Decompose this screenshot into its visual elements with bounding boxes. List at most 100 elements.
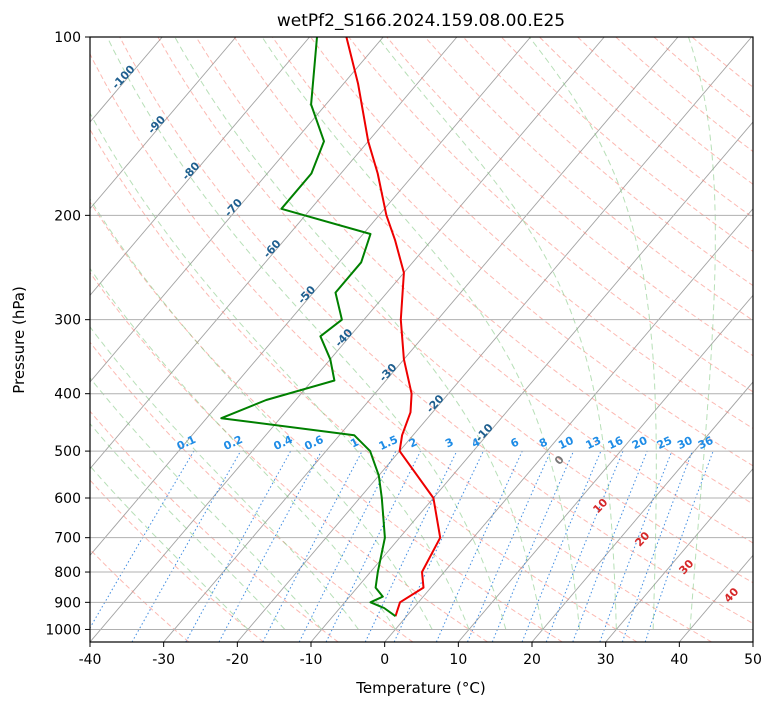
- x-tick-label: 0: [380, 652, 389, 668]
- x-tick-label: 40: [670, 652, 688, 668]
- mixing-ratio-label: 10: [556, 434, 576, 452]
- x-axis-title: Temperature (°C): [355, 679, 485, 697]
- moist-adiabat-line: [90, 465, 249, 630]
- mixing-ratio-line: [325, 450, 422, 642]
- mixing-ratio-label: 0.4: [272, 433, 295, 453]
- y-tick-label: 300: [54, 313, 81, 329]
- y-tick-label: 200: [54, 208, 81, 224]
- profile-lines: [220, 37, 442, 618]
- mixing-ratio-label: 36: [696, 434, 716, 452]
- mixing-ratio-label: 20: [630, 434, 650, 452]
- mixing-ratio-line: [599, 450, 673, 642]
- adiabat-label: 30: [676, 557, 696, 577]
- isotherm-line: [90, 37, 531, 557]
- adiabat-label: 20: [632, 529, 652, 549]
- isotherm-label: -60: [261, 237, 284, 261]
- moist-adiabat-line: [377, 37, 617, 630]
- adiabat-label: 0: [552, 453, 567, 468]
- mixing-ratio-label: 25: [655, 434, 674, 452]
- mixing-ratio-line: [621, 450, 693, 642]
- mixing-ratio-label: 6: [509, 435, 522, 450]
- mixing-ratio-line: [131, 450, 242, 642]
- mixing-ratio-line: [572, 450, 648, 642]
- x-tick-label: -20: [226, 652, 249, 668]
- moist-adiabat-line: [90, 326, 359, 630]
- moist-adiabat-line: [90, 198, 433, 630]
- isotherm-label: -50: [295, 283, 318, 307]
- isotherm-line: [90, 37, 605, 642]
- dewpoint-profile-line: [220, 37, 397, 618]
- isotherm-line: [90, 37, 237, 210]
- moist-adiabat-line: [106, 37, 507, 630]
- x-tick-label: -40: [79, 652, 102, 668]
- dry-adiabat-line: [539, 37, 753, 219]
- mixing-ratio-label: 8: [537, 435, 549, 450]
- y-tick-label: 800: [54, 565, 81, 581]
- y-tick-label: 700: [54, 531, 81, 547]
- mixing-ratio-line: [218, 450, 322, 642]
- mixing-ratio-line: [393, 450, 484, 642]
- mixing-ratio-label: 13: [584, 434, 603, 452]
- y-tick-label: 900: [54, 595, 81, 611]
- dry-adiabat-line: [271, 37, 753, 467]
- dry-adiabat-line: [233, 37, 753, 505]
- mixing-ratio-label: 30: [675, 434, 695, 452]
- isotherm-line: [90, 37, 458, 470]
- moist-adiabat-line: [261, 37, 580, 630]
- moist-adiabat-line: [528, 37, 657, 630]
- plot-frame: [89, 36, 754, 643]
- x-tick-label: 50: [744, 652, 762, 668]
- dry-adiabat-line: [90, 52, 712, 642]
- isotherm-line: [605, 467, 753, 642]
- dry-adiabat-line: [90, 410, 339, 642]
- mixing-ratio-line: [521, 450, 602, 642]
- moist-adiabat-line: [90, 112, 470, 630]
- y-tick-label: 600: [54, 491, 81, 507]
- isotherm-line: [531, 381, 753, 642]
- mixing-ratio-label: 0.2: [222, 433, 245, 453]
- isotherm-line: [236, 37, 752, 642]
- mixing-ratio-line: [90, 450, 195, 629]
- mixing-ratio-label: 16: [606, 434, 626, 452]
- x-tick-label: 30: [597, 652, 615, 668]
- y-tick-label: 1000: [45, 622, 81, 638]
- mixing-ratio-line: [185, 450, 292, 642]
- moist-adiabat-line: [90, 422, 286, 630]
- isotherm-line: [678, 554, 753, 642]
- y-axis-title: Pressure (hPa): [10, 286, 28, 394]
- isotherm-label: -30: [377, 361, 400, 385]
- isotherm-line: [163, 37, 679, 642]
- dry-adiabat-line: [653, 37, 753, 120]
- x-tick-label: 20: [523, 652, 541, 668]
- plot-background-lines: [90, 37, 753, 642]
- dry-adiabat-line: [195, 37, 753, 544]
- isotherm-line: [90, 37, 310, 297]
- dry-adiabat-line: [157, 37, 753, 584]
- dry-adiabat-line: [90, 271, 488, 642]
- mixing-ratio-line: [435, 450, 523, 642]
- mixing-ratio-line: [644, 450, 714, 642]
- x-tick-label: -30: [152, 652, 175, 668]
- isotherm-line: [752, 641, 753, 642]
- y-axis: 100 200 300 400 500 600 700 800 900 1000: [45, 30, 90, 638]
- temperature-profile-line: [345, 37, 442, 617]
- isotherm-label: -40: [332, 326, 355, 350]
- adiabat-label: 10: [590, 496, 610, 516]
- isotherm-label: -80: [179, 159, 202, 183]
- mixing-ratio-label: 1.5: [377, 433, 400, 453]
- mixing-ratio-line: [491, 450, 574, 642]
- dry-adiabat-line: [90, 201, 563, 642]
- x-tick-label: 10: [449, 652, 467, 668]
- x-tick-label: -10: [300, 652, 323, 668]
- dry-adiabat-line: [119, 37, 753, 624]
- dry-adiabat-line: [348, 37, 753, 393]
- y-tick-label: 500: [54, 444, 81, 460]
- isotherm-line: [457, 294, 753, 642]
- mixing-ratio-label: 3: [443, 435, 455, 450]
- dry-adiabat-line: [386, 37, 753, 357]
- y-tick-label: 100: [54, 30, 81, 46]
- mixing-ratio-line: [545, 450, 624, 642]
- x-axis: -40 -30 -20 -10 0 10 20 30 40 50: [79, 642, 762, 668]
- moist-adiabat-line: [174, 37, 544, 630]
